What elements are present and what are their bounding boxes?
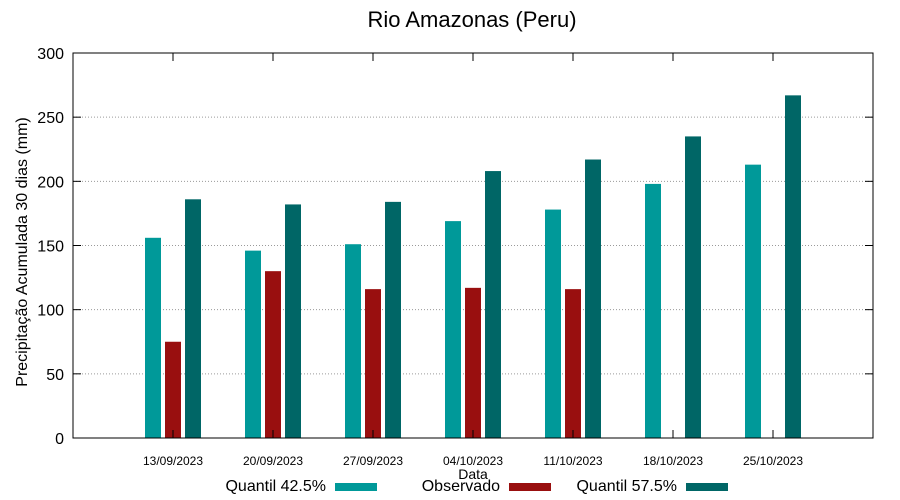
x-tick-label: 18/10/2023 [643,454,703,468]
bar [245,250,261,438]
bar [165,341,181,438]
y-tick-label: 250 [37,110,64,127]
y-tick-label: 50 [46,367,64,384]
legend-label: Quantil 42.5% [225,478,326,495]
bar [585,159,601,438]
y-ticks: 0 50 100 150 200 250 300 [37,46,873,448]
legend-swatch [509,483,551,491]
y-axis-label: Precipitação Acumulada 30 dias (mm) [14,117,31,386]
bar [745,164,761,438]
bars [145,95,801,439]
bar [785,95,801,438]
x-tick-label: 27/09/2023 [343,454,403,468]
bar [545,209,561,438]
bar [485,171,501,439]
bar [465,287,481,438]
x-tick-label: 13/09/2023 [143,454,203,468]
bar [265,271,281,438]
x-tick-label: 25/10/2023 [743,454,803,468]
legend-label: Observado [422,478,500,495]
y-tick-label: 150 [37,239,64,256]
chart-title: Rio Amazonas (Peru) [367,7,576,32]
bar [285,204,301,438]
bar [565,289,581,438]
legend-swatch [335,483,377,491]
x-tick-label: 20/09/2023 [243,454,303,468]
y-tick-label: 200 [37,174,64,191]
x-axis-label: Data [458,466,488,482]
x-ticks: 13/09/2023 20/09/2023 27/09/2023 04/10/2023… [143,53,803,468]
legend: Quantil 42.5% Observado Quantil 57.5% [225,478,728,495]
bar [445,221,461,438]
x-tick-label: 11/10/2023 [543,454,602,468]
bar [365,289,381,438]
bar [185,199,201,438]
legend-swatch [686,483,728,491]
bar [345,244,361,438]
bar [145,237,161,438]
bar [685,136,701,438]
y-tick-label: 300 [37,46,64,63]
y-tick-label: 0 [55,431,64,448]
bar [385,201,401,438]
y-tick-label: 100 [37,303,64,320]
legend-label: Quantil 57.5% [576,478,677,495]
bar [645,183,661,438]
x-tick-label: 04/10/2023 [443,454,503,468]
